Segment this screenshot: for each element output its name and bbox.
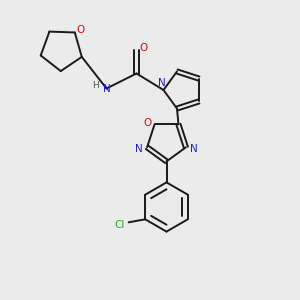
- Text: Cl: Cl: [115, 220, 125, 230]
- Text: H: H: [93, 81, 99, 90]
- Text: O: O: [139, 43, 147, 53]
- Text: O: O: [143, 118, 151, 128]
- Text: O: O: [76, 25, 84, 35]
- Text: N: N: [190, 144, 198, 154]
- Text: N: N: [135, 144, 142, 154]
- Text: N: N: [158, 78, 166, 88]
- Text: N: N: [103, 83, 110, 94]
